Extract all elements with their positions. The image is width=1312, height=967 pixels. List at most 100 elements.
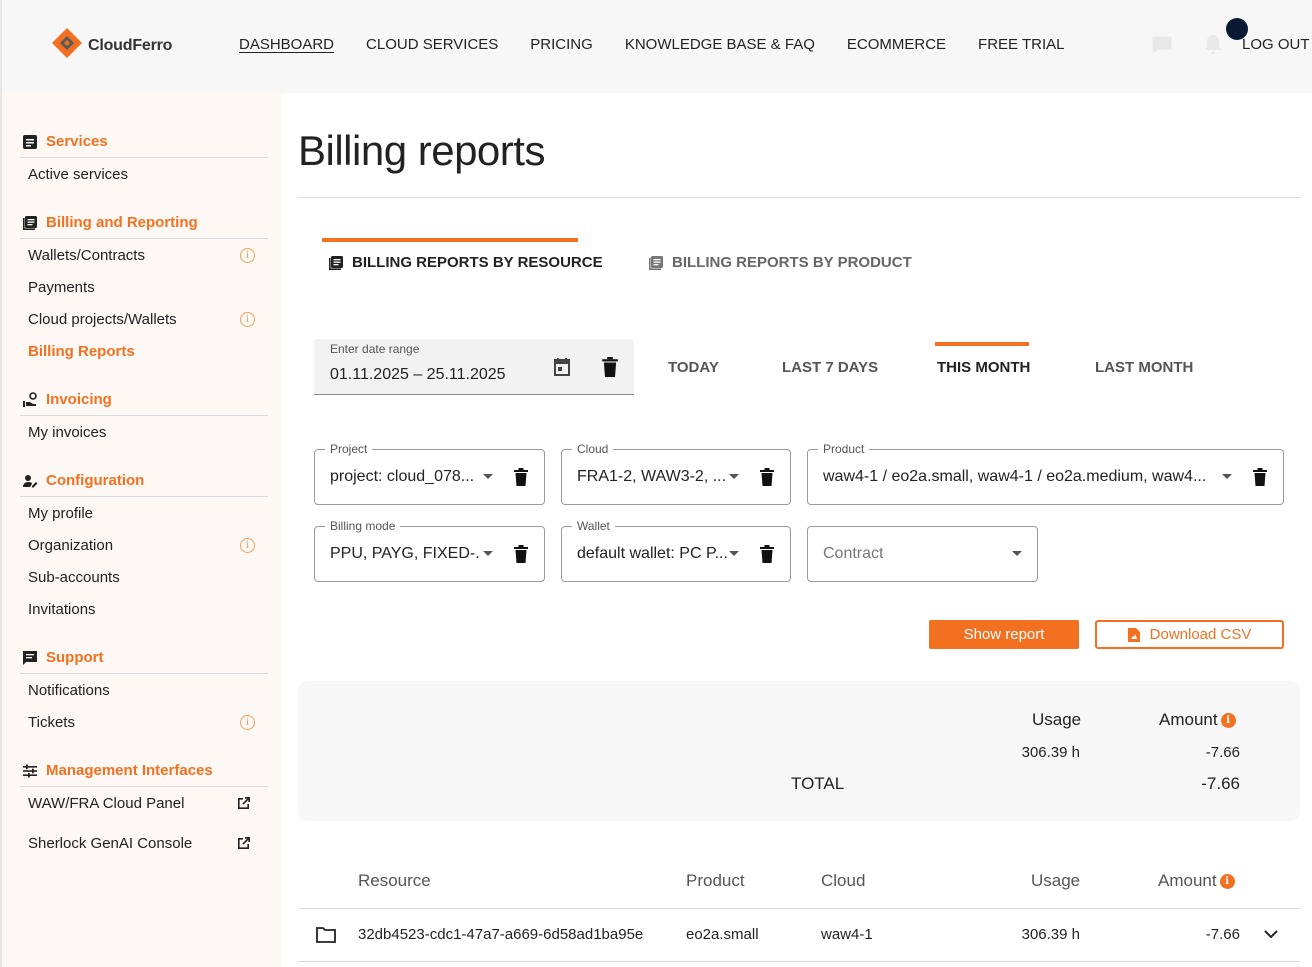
range-last-month[interactable]: LAST MONTH [1095, 359, 1194, 376]
message-icon [23, 650, 37, 665]
trash-icon[interactable] [601, 357, 619, 377]
nav-knowledge-base[interactable]: KNOWLEDGE BASE & FAQ [624, 36, 815, 53]
sidebar-section-configuration: Configuration [22, 472, 144, 489]
billing-mode-select[interactable]: Billing mode PPU, PAYG, FIXED-... [314, 519, 545, 582]
external-link-icon[interactable] [236, 795, 252, 811]
divider [20, 786, 268, 787]
sidebar-section-label: Billing and Reporting [46, 214, 198, 231]
nav-free-trial[interactable]: FREE TRIAL [978, 36, 1065, 53]
date-range-input[interactable]: Enter date range 01.11.2025 – 25.11.2025 [314, 339, 634, 395]
cell-cloud: waw4-1 [821, 926, 873, 943]
field-label: Billing mode [325, 519, 401, 533]
bell-icon[interactable] [1204, 34, 1222, 54]
download-csv-button[interactable]: Download CSV [1095, 620, 1284, 649]
sidebar-item-tickets[interactable]: Tickets [28, 714, 75, 731]
page-title: Billing reports [298, 127, 545, 174]
sidebar-item-invitations[interactable]: Invitations [28, 601, 96, 618]
range-today[interactable]: TODAY [668, 359, 719, 376]
info-icon[interactable]: i [240, 248, 255, 263]
column-header-cloud[interactable]: Cloud [821, 871, 866, 890]
logo-text: CloudFerro [88, 37, 173, 54]
folder-icon [316, 927, 336, 943]
field-label: Product [818, 442, 870, 456]
chevron-down-icon[interactable] [1264, 929, 1278, 939]
sidebar-item-wallets-contracts[interactable]: Wallets/Contracts [28, 247, 145, 264]
trash-icon[interactable] [514, 468, 528, 486]
sidebar-item-waw-fra-cloud-panel[interactable]: WAW/FRA Cloud Panel [28, 795, 185, 812]
show-report-button[interactable]: Show report [929, 620, 1079, 649]
info-icon[interactable]: i [1220, 713, 1236, 728]
sidebar-item-active-services[interactable]: Active services [28, 166, 129, 183]
sidebar-item-organization[interactable]: Organization [28, 537, 114, 554]
info-icon[interactable]: i [240, 312, 255, 327]
field-value: PPU, PAYG, FIXED-... [330, 545, 480, 562]
field-label: Cloud [572, 442, 614, 456]
column-header-amount[interactable]: Amount i [1158, 871, 1235, 891]
trash-icon[interactable] [760, 545, 774, 563]
logout-link[interactable]: LOG OUT [1242, 36, 1310, 53]
sidebar-item-notifications[interactable]: Notifications [28, 682, 110, 699]
cell-amount: -7.66 [1205, 926, 1240, 943]
tab-billing-reports-by-product[interactable]: BILLING REPORTS BY PRODUCT [648, 254, 912, 271]
column-header-usage[interactable]: Usage [1031, 871, 1081, 890]
info-icon[interactable]: i [1219, 874, 1235, 889]
trash-icon[interactable] [760, 468, 774, 486]
contract-select[interactable]: Contract [807, 526, 1038, 582]
cell-resource: 32db4523-cdc1-47a7-a669-6d58ad1ba95e [358, 926, 644, 943]
date-range-label: Enter date range [330, 342, 420, 356]
cloud-select[interactable]: Cloud FRA1-2, WAW3-2, ... [561, 442, 791, 505]
summary-amount-label: Amount [1159, 710, 1218, 729]
divider [20, 238, 268, 239]
column-header-product[interactable]: Product [686, 871, 745, 890]
sidebar-section-management: Management Interfaces [22, 762, 213, 779]
column-header-resource[interactable]: Resource [358, 871, 431, 890]
date-range-value[interactable]: 01.11.2025 – 25.11.2025 [330, 366, 506, 383]
library-books-icon [649, 255, 663, 270]
chevron-down-icon [483, 474, 493, 479]
trash-icon[interactable] [1253, 468, 1267, 486]
sidebar-item-billing-reports[interactable]: Billing Reports [28, 343, 135, 360]
sidebar-item-sub-accounts[interactable]: Sub-accounts [28, 569, 120, 586]
product-select[interactable]: Product waw4-1 / eo2a.small, waw4-1 / eo… [807, 442, 1284, 505]
nav-dashboard[interactable]: DASHBOARD [239, 36, 335, 53]
sidebar-section-label: Invoicing [46, 391, 112, 408]
trash-icon[interactable] [514, 545, 528, 563]
external-link-icon[interactable] [236, 835, 252, 851]
chat-icon[interactable] [1152, 36, 1172, 54]
cell-usage: 306.39 h [1021, 926, 1080, 943]
contract-placeholder: Contract [823, 545, 884, 562]
cloudferro-logo[interactable]: CloudFerro [50, 26, 172, 60]
calendar-icon[interactable] [552, 357, 572, 377]
active-tab-indicator [322, 238, 578, 242]
sidebar-item-my-profile[interactable]: My profile [28, 505, 94, 522]
wallet-select[interactable]: Wallet default wallet: PC P... [561, 519, 791, 582]
divider [20, 157, 268, 158]
sidebar-item-payments[interactable]: Payments [28, 279, 95, 296]
range-this-month[interactable]: THIS MONTH [937, 359, 1031, 376]
summary-amount-header: Amount i [1159, 710, 1236, 730]
sidebar-item-my-invoices[interactable]: My invoices [28, 424, 107, 441]
range-last-7-days[interactable]: LAST 7 DAYS [782, 359, 879, 376]
summary-panel: Usage Amount i 306.39 h -7.66 TOTAL -7.66 [298, 681, 1300, 821]
library-books-icon [329, 255, 343, 270]
field-value: default wallet: PC P... [577, 545, 728, 562]
project-select[interactable]: Project project: cloud_078... [314, 442, 545, 505]
sidebar-item-sherlock-genai-console[interactable]: Sherlock GenAI Console [28, 835, 193, 852]
cell-product: eo2a.small [686, 926, 759, 943]
sidebar: Services Active services Billing and Rep… [0, 93, 281, 967]
sidebar-section-services: Services [22, 133, 108, 150]
divider [298, 908, 1300, 909]
info-icon[interactable]: i [240, 538, 255, 553]
nav-cloud-services[interactable]: CLOUD SERVICES [366, 36, 499, 53]
tab-billing-reports-by-resource[interactable]: BILLING REPORTS BY RESOURCE [328, 254, 603, 271]
tab-label: BILLING REPORTS BY RESOURCE [352, 254, 603, 271]
active-range-indicator [935, 342, 1029, 346]
sidebar-section-label: Management Interfaces [46, 762, 213, 779]
divider [20, 673, 268, 674]
info-icon[interactable]: i [240, 715, 255, 730]
nav-pricing[interactable]: PRICING [530, 36, 593, 53]
user-edit-icon [23, 474, 38, 487]
nav-ecommerce[interactable]: ECOMMERCE [846, 36, 947, 53]
sidebar-item-cloud-projects-wallets[interactable]: Cloud projects/Wallets [28, 311, 177, 328]
field-value: FRA1-2, WAW3-2, ... [577, 468, 727, 485]
